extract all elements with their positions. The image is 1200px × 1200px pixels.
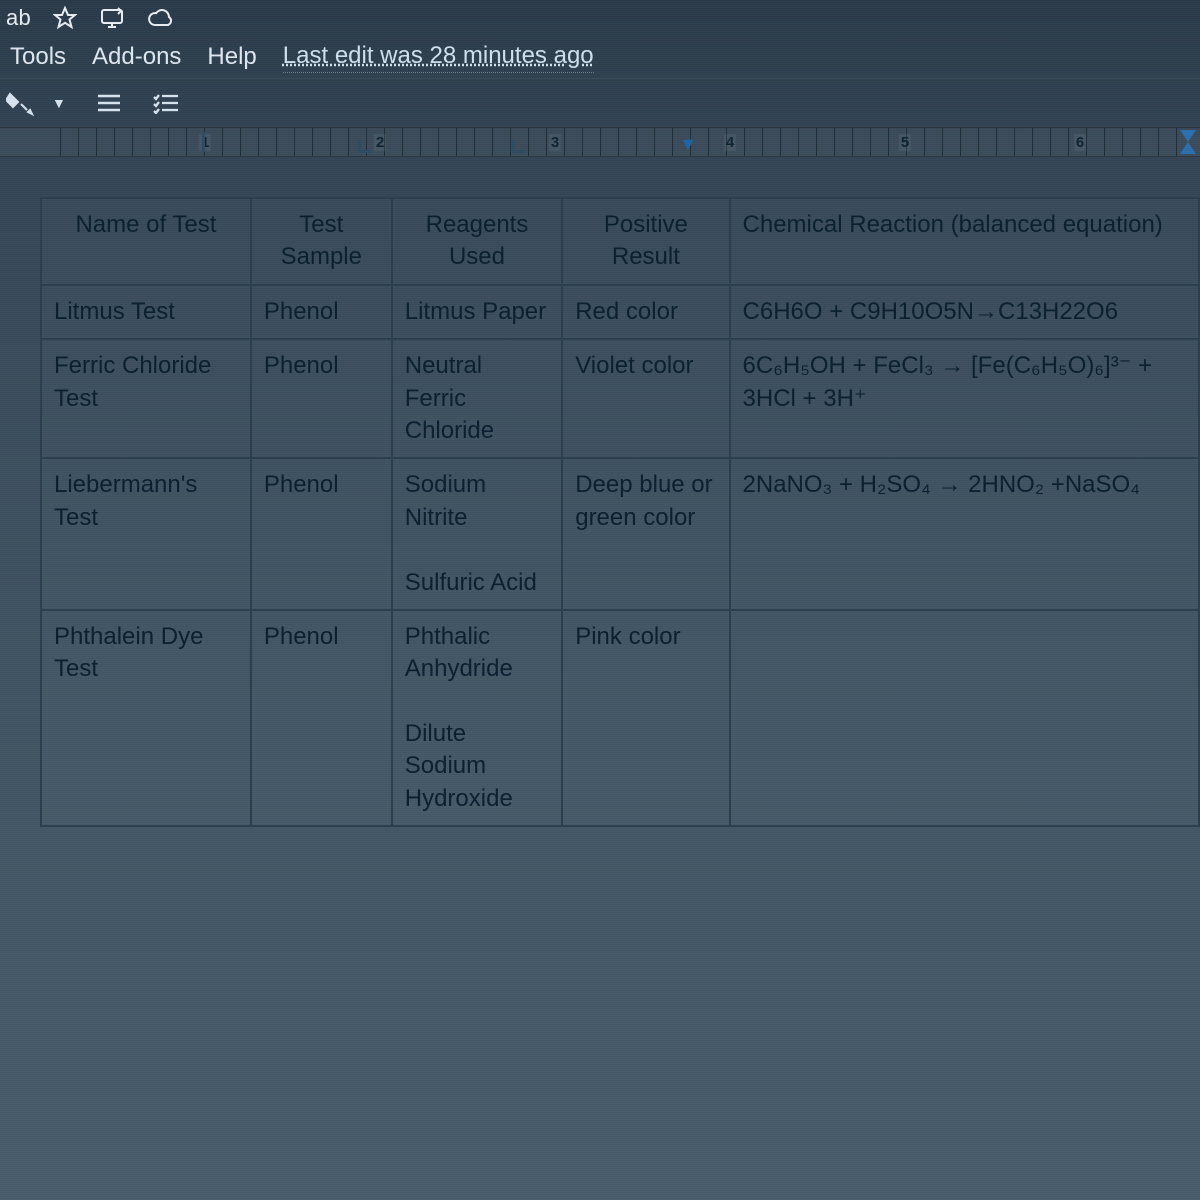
cell-reagents[interactable]: Phthalic Anhydride Dilute Sodium Hydroxi… <box>392 610 562 826</box>
present-icon[interactable] <box>99 6 125 30</box>
paint-format-icon[interactable] <box>6 90 36 116</box>
tab-title: ab <box>6 5 31 31</box>
menu-bar: Tools Add-ons Help Last edit was 28 minu… <box>0 36 1200 78</box>
horizontal-ruler[interactable]: 1 2 3 4 5 6 ▼ <box>0 128 1200 157</box>
menu-tools[interactable]: Tools <box>10 43 66 71</box>
cell-sample[interactable]: Phenol <box>251 458 392 610</box>
cell-name[interactable]: Phthalein Dye Test <box>41 610 251 826</box>
ruler-number: 5 <box>899 134 911 151</box>
ruler-number: 1 <box>199 134 211 151</box>
chemistry-tests-table: Name of Test Test Sample Reagents Used P… <box>40 197 1200 827</box>
cell-reaction[interactable]: 2NaNO₃ + H₂SO₄ → 2HNO₂ +NaSO₄ <box>730 458 1199 610</box>
cell-reaction[interactable] <box>730 610 1199 826</box>
star-icon[interactable] <box>53 6 77 30</box>
cell-reagents[interactable]: Sodium Nitrite Sulfuric Acid <box>392 458 562 610</box>
cell-name[interactable]: Ferric Chloride Test <box>41 339 251 458</box>
menu-help[interactable]: Help <box>207 43 256 71</box>
last-edit-link[interactable]: Last edit was 28 minutes ago <box>283 42 594 73</box>
table-row: Liebermann's Test Phenol Sodium Nitrite … <box>41 458 1199 610</box>
cell-sample[interactable]: Phenol <box>251 339 392 458</box>
cell-sample[interactable]: Phenol <box>251 285 392 339</box>
browser-tab-strip: ab <box>0 0 1200 36</box>
table-header-row: Name of Test Test Sample Reagents Used P… <box>41 198 1199 285</box>
ruler-number: 4 <box>724 134 736 151</box>
cell-result[interactable]: Pink color <box>562 610 729 826</box>
ruler-indent-marker[interactable]: ▼ <box>679 134 697 155</box>
cell-sample[interactable]: Phenol <box>251 610 392 826</box>
cloud-icon[interactable] <box>147 7 175 29</box>
dropdown-caret-icon[interactable]: ▼ <box>52 95 66 111</box>
cell-reaction[interactable]: 6C₆H₅OH + FeCl₃ → [Fe(C₆H₅O)₆]³⁻ + 3HCl … <box>730 339 1199 458</box>
ruler-number: 2 <box>374 134 386 151</box>
line-spacing-icon[interactable] <box>96 92 122 114</box>
table-row: Ferric Chloride Test Phenol Neutral Ferr… <box>41 339 1199 458</box>
document-canvas[interactable]: Name of Test Test Sample Reagents Used P… <box>0 157 1200 827</box>
ruler-margin-marker[interactable] <box>202 132 205 152</box>
checklist-icon[interactable] <box>152 92 180 114</box>
cell-result[interactable]: Deep blue or green color <box>562 458 729 610</box>
ruler-right-indent-icon[interactable] <box>1180 130 1196 142</box>
cell-reagents[interactable]: Litmus Paper <box>392 285 562 339</box>
cell-result[interactable]: Red color <box>562 285 729 339</box>
col-header-sample: Test Sample <box>251 198 392 285</box>
cell-result[interactable]: Violet color <box>562 339 729 458</box>
ruler-right-margin-icon[interactable] <box>1180 142 1196 154</box>
ruler-tab-stop[interactable] <box>512 140 525 153</box>
col-header-name: Name of Test <box>41 198 251 285</box>
ruler-number: 6 <box>1074 134 1086 151</box>
toolbar: ▼ <box>0 78 1200 128</box>
col-header-result: Positive Result <box>562 198 729 285</box>
cell-name[interactable]: Litmus Test <box>41 285 251 339</box>
cell-reagents[interactable]: Neutral Ferric Chloride <box>392 339 562 458</box>
col-header-reagents: Reagents Used <box>392 198 562 285</box>
ruler-tab-stop[interactable] <box>358 140 371 153</box>
menu-addons[interactable]: Add-ons <box>92 43 181 71</box>
cell-reaction[interactable]: C6H6O + C9H10O5N→C13H22O6 <box>730 285 1199 339</box>
table-row: Litmus Test Phenol Litmus Paper Red colo… <box>41 285 1199 339</box>
table-row: Phthalein Dye Test Phenol Phthalic Anhyd… <box>41 610 1199 826</box>
cell-name[interactable]: Liebermann's Test <box>41 458 251 610</box>
col-header-reaction: Chemical Reaction (balanced equation) <box>730 198 1199 285</box>
ruler-number: 3 <box>549 134 561 151</box>
